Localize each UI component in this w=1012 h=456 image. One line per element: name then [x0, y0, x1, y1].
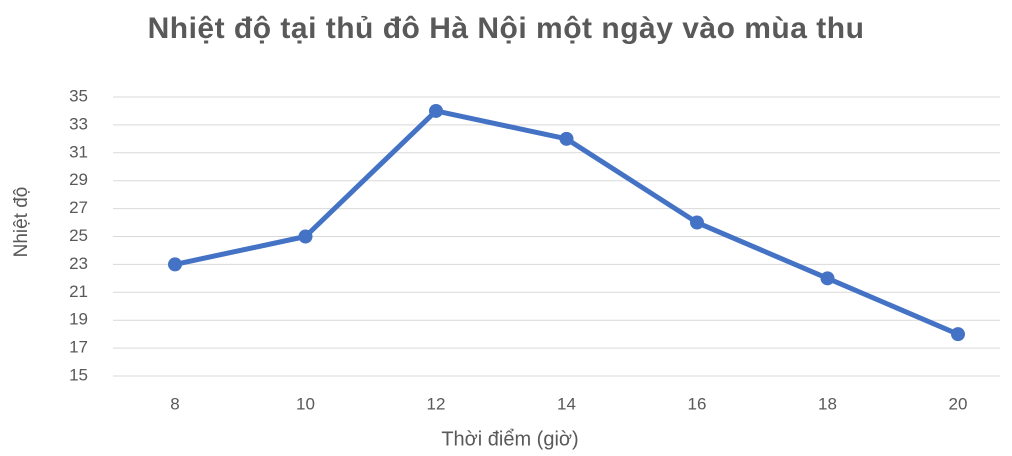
- y-tick-label: 33: [69, 114, 88, 133]
- y-tick-label: 27: [69, 198, 88, 217]
- y-tick-label: 19: [69, 310, 88, 329]
- x-tick-label: 20: [949, 394, 968, 413]
- data-point: [298, 229, 313, 244]
- x-tick-label: 14: [557, 394, 576, 413]
- data-point: [559, 131, 574, 146]
- y-tick-label: 17: [69, 338, 88, 357]
- y-tick-label: 25: [69, 226, 88, 245]
- x-tick-label: 12: [427, 394, 446, 413]
- y-tick-label: 29: [69, 170, 88, 189]
- x-tick-label: 16: [688, 394, 707, 413]
- data-point: [951, 327, 965, 342]
- y-tick-label: 15: [69, 365, 88, 384]
- data-point: [168, 257, 182, 272]
- x-tick-label: 10: [296, 394, 315, 413]
- data-point: [820, 271, 835, 286]
- x-tick-label: 18: [818, 394, 837, 413]
- x-tick-label: 8: [170, 394, 179, 413]
- y-tick-label: 31: [69, 142, 88, 161]
- y-tick-label: 23: [69, 254, 88, 273]
- y-tick-label: 35: [69, 86, 88, 105]
- data-point: [429, 103, 443, 118]
- chart-title: Nhiệt độ tại thủ đô Hà Nội một ngày vào …: [147, 12, 865, 45]
- y-tick-label: 21: [69, 282, 88, 301]
- x-axis-label: Thời điểm (giờ): [441, 428, 578, 450]
- y-axis-label: Nhiệt độ: [11, 187, 32, 258]
- data-point: [690, 215, 704, 230]
